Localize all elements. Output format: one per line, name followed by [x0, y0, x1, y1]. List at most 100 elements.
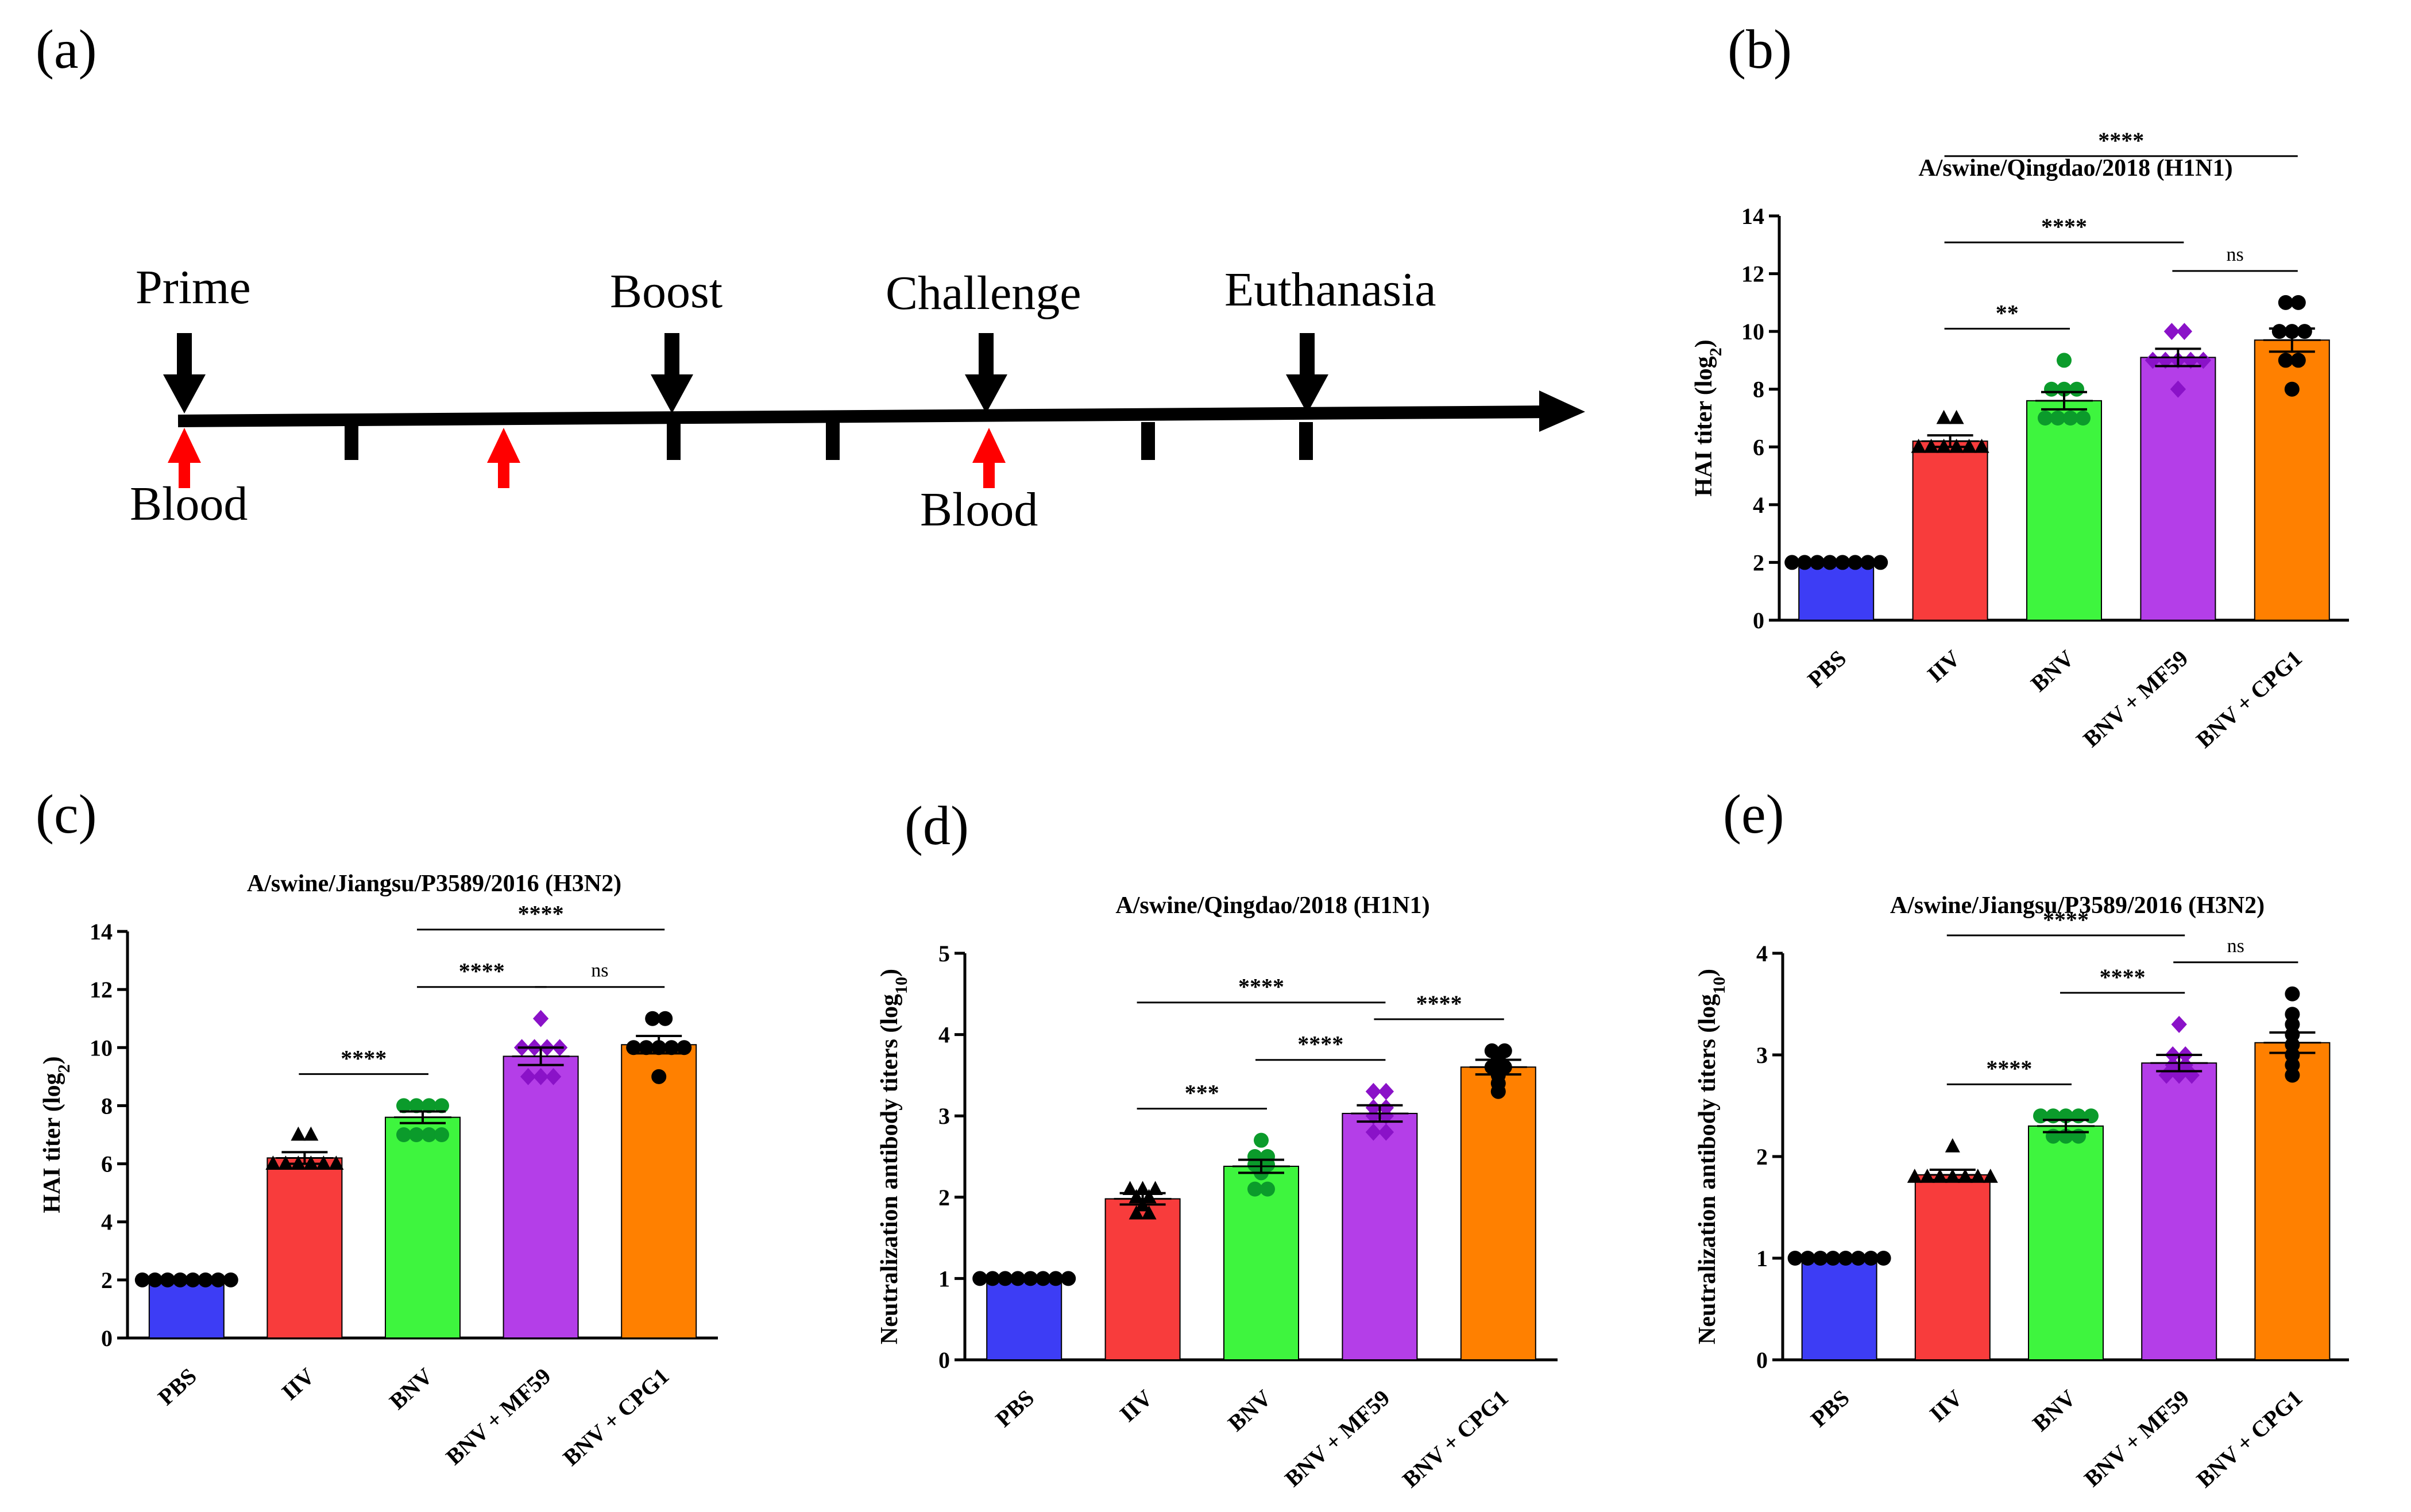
data-point — [1378, 1123, 1394, 1141]
y-tick-label: 4 — [101, 1209, 113, 1235]
bar-pbs — [148, 1279, 225, 1339]
y-tick-label: 6 — [101, 1151, 113, 1177]
data-point — [2158, 1066, 2174, 1084]
significance-label: **** — [1986, 1055, 2032, 1081]
data-point — [2297, 324, 2312, 339]
y-axis-label: HAI titer (log2) — [1691, 339, 1725, 496]
significance-label: **** — [1416, 991, 1462, 1016]
timeline-arrowhead — [1539, 390, 1585, 432]
data-point — [2170, 380, 2186, 398]
category-label: IIV — [1115, 1385, 1158, 1427]
y-axis-label: Neutralization antibody titers (log10) — [1694, 969, 1729, 1344]
bar-bnv-cpg1 — [1460, 1066, 1536, 1360]
category-label: PBS — [1803, 645, 1852, 693]
y-tick-label: 0 — [1753, 608, 1764, 633]
significance-label: **** — [341, 1045, 387, 1071]
data-point — [329, 1155, 344, 1170]
data-point — [1784, 555, 1800, 570]
data-point — [2290, 353, 2306, 368]
y-tick-label: 10 — [1741, 319, 1764, 345]
data-point — [1378, 1082, 1394, 1100]
data-point — [1135, 1181, 1150, 1196]
y-tick-label: 1 — [938, 1266, 950, 1291]
significance-label: **** — [459, 958, 505, 984]
data-point — [2038, 411, 2053, 426]
y-tick-label: 8 — [101, 1093, 113, 1119]
y-tick-label: 1 — [1756, 1246, 1768, 1271]
category-label: IIV — [1925, 1385, 1968, 1427]
y-axis-label-subscript: 10 — [892, 977, 911, 994]
data-point — [409, 1127, 424, 1142]
data-point — [1860, 555, 1876, 570]
data-point — [422, 1127, 436, 1142]
data-point — [223, 1272, 238, 1287]
panel-label-a: (a) — [36, 18, 97, 80]
data-point — [532, 1010, 549, 1027]
data-point — [265, 1155, 281, 1170]
bar-bnv-cpg1 — [2254, 1042, 2331, 1360]
data-point — [1497, 1043, 1512, 1058]
y-tick-label: 0 — [1756, 1347, 1768, 1373]
event-label-prime: Prime — [136, 261, 251, 314]
data-point — [2184, 1066, 2200, 1084]
bar-bnv-mf59 — [2140, 357, 2216, 621]
category-label: BNV + CPG1 — [2191, 645, 2307, 753]
panel-a: (a) — [36, 18, 1585, 536]
timeline-tick — [826, 422, 840, 460]
data-point — [2057, 353, 2072, 368]
y-tick-label: 4 — [1753, 492, 1764, 518]
y-axis-label-main: Neutralization antibody titers (log — [1694, 994, 1721, 1344]
significance-label: **** — [2041, 214, 2087, 239]
data-point — [1365, 1099, 1382, 1116]
event-label-boost: Boost — [610, 265, 722, 318]
data-point — [422, 1098, 436, 1113]
y-tick-label: 3 — [1756, 1042, 1768, 1068]
data-point — [1122, 1181, 1138, 1196]
category-label: PBS — [153, 1363, 202, 1410]
chart-b: A/swine/Qingdao/2018 (H1N1) 0 2 4 6 8 10 12 14 HA… — [1691, 127, 2349, 753]
category-label: PBS — [991, 1385, 1040, 1432]
y-tick-label: 0 — [101, 1325, 113, 1351]
category-label: BNV + MF59 — [2078, 645, 2193, 752]
y-axis-label-main: HAI titer (log — [39, 1073, 65, 1213]
chart-e: A/swine/Jiangsu/P3589/2016 (H3N2) 0 1 2 3 4 Ne… — [1694, 892, 2349, 1492]
data-point — [2177, 1056, 2193, 1074]
timeline-tick — [1141, 422, 1155, 460]
data-point — [1484, 1043, 1500, 1058]
y-axis-label-subscript: 2 — [55, 1064, 74, 1073]
data-point — [1378, 1099, 1394, 1116]
down-arrow-icon — [965, 333, 1007, 413]
category-label: IIV — [277, 1363, 320, 1405]
data-point — [1863, 1251, 1879, 1266]
bar-bnv-mf59 — [2141, 1062, 2217, 1361]
significance-label: ns — [2227, 935, 2244, 957]
y-tick-label: 8 — [1753, 377, 1764, 403]
category-label: BNV + MF59 — [2079, 1385, 2194, 1491]
y-tick-label: 12 — [1741, 261, 1764, 287]
up-arrow-icon — [972, 428, 1006, 488]
data-point — [2050, 411, 2065, 426]
data-point — [1936, 409, 1952, 424]
significance-label: ns — [591, 960, 608, 981]
up-arrow-icon — [487, 428, 520, 488]
timeline-tick — [667, 422, 681, 460]
bar-bnv-mf59 — [503, 1055, 579, 1339]
data-point — [1147, 1181, 1163, 1196]
data-point — [2171, 1015, 2187, 1033]
data-point — [2278, 295, 2293, 310]
y-axis-label-close: ) — [39, 1056, 65, 1064]
data-point — [2084, 1108, 2099, 1124]
data-point — [2069, 381, 2084, 397]
data-point — [1797, 555, 1813, 570]
y-tick-label: 4 — [1756, 941, 1768, 966]
category-label: BNV + CPG1 — [1397, 1385, 1513, 1492]
significance-label: **** — [2043, 907, 2089, 933]
y-tick-label: 3 — [938, 1103, 950, 1129]
data-point — [2182, 351, 2199, 369]
panel-label-c: (c) — [36, 783, 97, 845]
data-point — [2163, 323, 2180, 341]
data-point — [147, 1272, 163, 1287]
data-point — [645, 1011, 660, 1026]
bar-iiv — [266, 1157, 343, 1339]
bar-iiv — [1104, 1198, 1181, 1361]
